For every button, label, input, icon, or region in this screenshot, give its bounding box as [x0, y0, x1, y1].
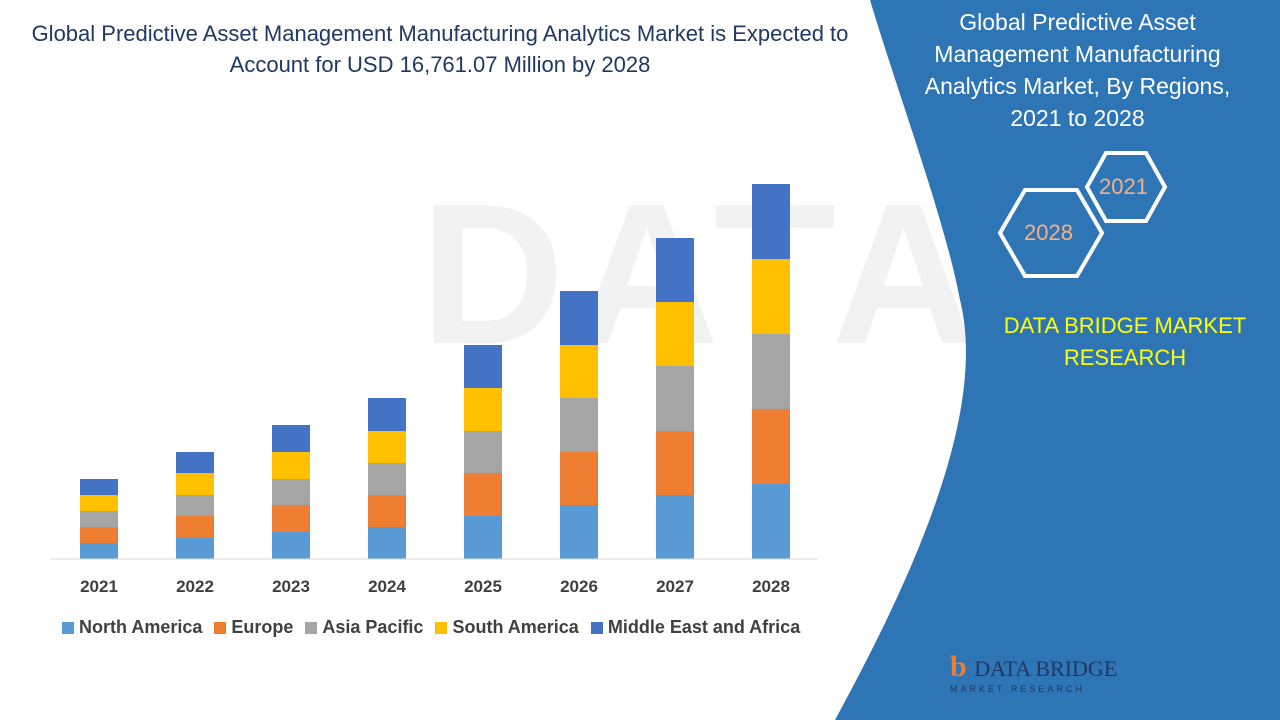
legend-label: South America	[452, 617, 579, 637]
brand-text: DATA BRIDGE MARKET RESEARCH	[1003, 313, 1247, 370]
bar-segment-2021-1	[80, 527, 118, 543]
legend-swatch	[435, 621, 448, 634]
panel-title: Global Predictive Asset Management Manuf…	[924, 9, 1231, 131]
bar-segment-2026-1	[560, 452, 598, 505]
chart-title: Global Predictive Asset Management Manuf…	[31, 21, 849, 77]
bar-segment-2023-2	[272, 479, 310, 505]
bar-segment-2028-2	[752, 334, 790, 409]
stacked-bar-chart: 2021 2022 2023 2024 2025 2026 2027 2028	[50, 184, 818, 596]
x-tick-label: 2027	[656, 577, 694, 596]
hex-label-2028: 2028	[1024, 220, 1073, 245]
bar-segment-2026-4	[560, 291, 598, 345]
legend-item: North America	[62, 617, 202, 638]
legend-item: Asia Pacific	[305, 617, 423, 638]
bar-segment-2022-3	[176, 473, 214, 495]
legend-label: Europe	[231, 617, 294, 637]
bar-segment-2023-3	[272, 452, 310, 479]
bar-segment-2022-0	[176, 538, 214, 559]
bar-segment-2027-2	[656, 366, 694, 431]
bar-segment-2023-0	[272, 532, 310, 559]
bar-segment-2024-2	[368, 463, 406, 495]
x-tick-label: 2026	[560, 577, 598, 596]
bar-segment-2024-3	[368, 431, 406, 463]
legend: North America Europe Asia Pacific South Ame…	[62, 617, 800, 638]
legend-swatch	[214, 621, 227, 634]
bar-segment-2024-4	[368, 398, 406, 431]
bar-segment-2027-0	[656, 495, 694, 559]
bar-segment-2022-1	[176, 516, 214, 538]
bar-segment-2025-3	[464, 388, 502, 431]
bar-segment-2028-1	[752, 409, 790, 484]
legend-label: North America	[79, 617, 203, 637]
bar-segment-2025-0	[464, 516, 502, 559]
bar-segment-2025-2	[464, 431, 502, 473]
bar-segment-2028-4	[752, 184, 790, 259]
bar-segment-2026-3	[560, 345, 598, 398]
bar-segment-2021-4	[80, 479, 118, 495]
hexagon-2021	[1084, 151, 1168, 223]
bar-segment-2021-3	[80, 495, 118, 511]
bar-segment-2027-1	[656, 431, 694, 495]
legend-swatch	[590, 621, 603, 634]
bar-segment-2023-4	[272, 425, 310, 452]
legend-item: Europe	[214, 617, 293, 638]
x-tick-label: 2028	[752, 577, 790, 596]
bar-segment-2023-1	[272, 505, 310, 532]
bar-segment-2025-1	[464, 473, 502, 516]
logo: b DATA BRIDGE MARKET RESEARCH	[950, 650, 1118, 694]
legend-item: South America	[435, 617, 579, 638]
bar-segment-2026-2	[560, 398, 598, 452]
bar-segment-2027-4	[656, 238, 694, 302]
x-tick-label: 2021	[80, 577, 118, 596]
bar-segment-2022-2	[176, 495, 214, 516]
hex-label-2021: 2021	[1099, 174, 1148, 199]
legend-label: Asia Pacific	[322, 617, 424, 637]
bar-segment-2021-2	[80, 511, 118, 527]
bar-segment-2025-4	[464, 345, 502, 388]
bar-segment-2022-4	[176, 452, 214, 473]
bar-segment-2024-1	[368, 495, 406, 527]
bar-segment-2027-3	[656, 302, 694, 366]
x-tick-label: 2023	[272, 577, 310, 596]
bar-segment-2021-0	[80, 543, 118, 559]
bar-segment-2028-3	[752, 259, 790, 334]
bar-segment-2026-0	[560, 505, 598, 559]
hexagon-2028	[997, 188, 1105, 278]
bar-segment-2024-0	[368, 527, 406, 559]
bar-segment-2028-0	[752, 484, 790, 559]
x-tick-label: 2024	[368, 577, 406, 596]
x-tick-label: 2025	[464, 577, 502, 596]
legend-swatch	[62, 621, 74, 634]
legend-swatch	[305, 621, 318, 634]
legend-label: Middle East and Africa	[607, 617, 801, 637]
legend-item: Middle East and Africa	[590, 617, 801, 638]
x-tick-label: 2022	[176, 577, 214, 596]
